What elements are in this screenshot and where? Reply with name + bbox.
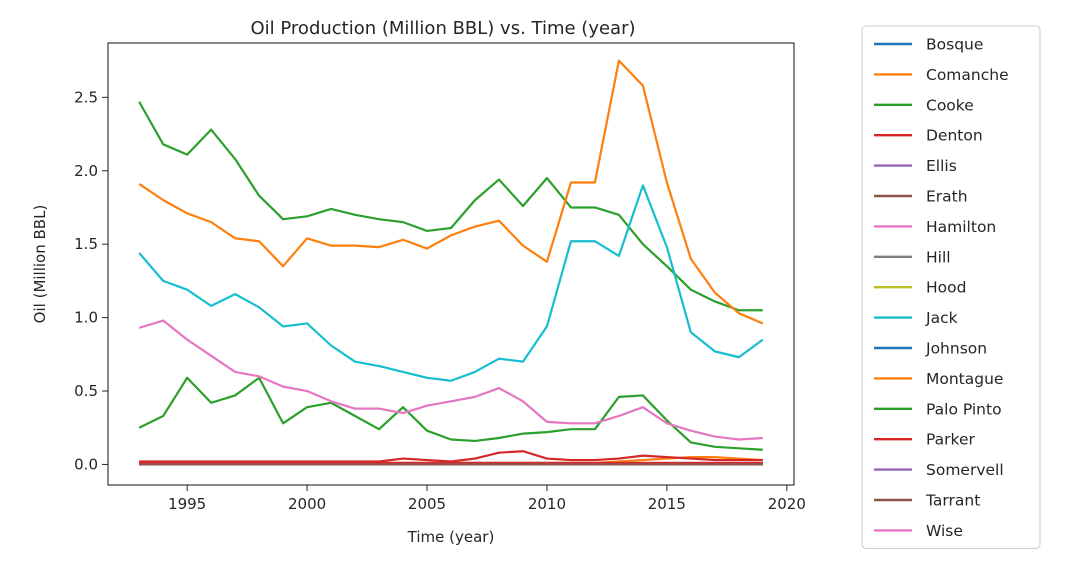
axes-frame bbox=[107, 42, 795, 486]
legend: Bosque Comanche Cooke Denton Ellis Erath Hamil… bbox=[861, 25, 1041, 549]
legend-label: Somervell bbox=[926, 461, 1004, 479]
series-line-jack bbox=[138, 184, 764, 382]
legend-item-bosque: Bosque bbox=[874, 36, 983, 54]
legend-label: Bosque bbox=[926, 36, 983, 54]
legend-label: Hood bbox=[926, 279, 966, 297]
y-axis: 0.0 0.5 1.0 1.5 2.0 2.5 bbox=[74, 88, 108, 473]
legend-item-wise: Wise bbox=[874, 522, 963, 540]
legend-item-palo-pinto: Palo Pinto bbox=[874, 400, 1002, 418]
legend-label: Tarrant bbox=[925, 492, 980, 510]
x-axis: 1995 2000 2005 2010 2015 2020 bbox=[168, 485, 806, 513]
legend-label: Johnson bbox=[925, 340, 987, 358]
legend-item-cooke: Cooke bbox=[874, 96, 974, 114]
legend-label: Montague bbox=[926, 370, 1003, 388]
x-tick-label: 2010 bbox=[528, 495, 566, 513]
legend-item-jack: Jack bbox=[874, 309, 958, 327]
y-tick-label: 0.0 bbox=[74, 455, 98, 473]
y-tick-label: 1.0 bbox=[74, 309, 98, 327]
series-line-montague bbox=[138, 59, 764, 325]
legend-label: Parker bbox=[926, 431, 975, 449]
legend-label: Hamilton bbox=[926, 218, 996, 236]
legend-box bbox=[861, 25, 1041, 549]
legend-item-erath: Erath bbox=[874, 188, 968, 206]
x-tick-label: 1995 bbox=[168, 495, 206, 513]
x-tick-label: 2000 bbox=[288, 495, 326, 513]
x-tick-label: 2015 bbox=[648, 495, 686, 513]
x-tick-label: 2005 bbox=[408, 495, 446, 513]
legend-label: Erath bbox=[926, 188, 968, 206]
legend-label: Denton bbox=[926, 127, 983, 145]
legend-item-hill: Hill bbox=[874, 248, 951, 266]
legend-item-tarrant: Tarrant bbox=[874, 492, 980, 510]
series-line-wise bbox=[138, 319, 763, 441]
legend-label: Ellis bbox=[926, 157, 957, 175]
series-line-palo-pinto bbox=[138, 376, 763, 451]
plot-background bbox=[108, 43, 794, 485]
legend-item-ellis: Ellis bbox=[874, 157, 957, 175]
plot-area bbox=[107, 42, 795, 486]
legend-label: Hill bbox=[926, 248, 951, 266]
series-lines bbox=[138, 59, 764, 466]
series-line-denton bbox=[139, 450, 763, 463]
series-line-cooke bbox=[138, 101, 763, 312]
legend-label: Comanche bbox=[926, 66, 1009, 84]
legend-label: Cooke bbox=[926, 96, 974, 114]
legend-item-hood: Hood bbox=[874, 279, 966, 297]
legend-label: Palo Pinto bbox=[926, 400, 1002, 418]
y-tick-label: 2.0 bbox=[74, 162, 98, 180]
legend-item-johnson: Johnson bbox=[874, 340, 987, 358]
y-tick-label: 1.5 bbox=[74, 235, 98, 253]
legend-item-parker: Parker bbox=[874, 431, 975, 449]
legend-label: Jack bbox=[925, 309, 958, 327]
legend-label: Wise bbox=[926, 522, 963, 540]
legend-item-denton: Denton bbox=[874, 127, 983, 145]
y-axis-label: Oil (Million BBL) bbox=[31, 205, 49, 324]
x-axis-label: Time (year) bbox=[407, 528, 495, 546]
legend-item-comanche: Comanche bbox=[874, 66, 1009, 84]
legend-item-somervell: Somervell bbox=[874, 461, 1004, 479]
x-tick-label: 2020 bbox=[768, 495, 806, 513]
y-tick-label: 0.5 bbox=[74, 382, 98, 400]
chart-title: Oil Production (Million BBL) vs. Time (y… bbox=[251, 18, 636, 39]
legend-item-montague: Montague bbox=[874, 370, 1003, 388]
y-tick-label: 2.5 bbox=[74, 88, 98, 106]
legend-item-hamilton: Hamilton bbox=[874, 218, 996, 236]
